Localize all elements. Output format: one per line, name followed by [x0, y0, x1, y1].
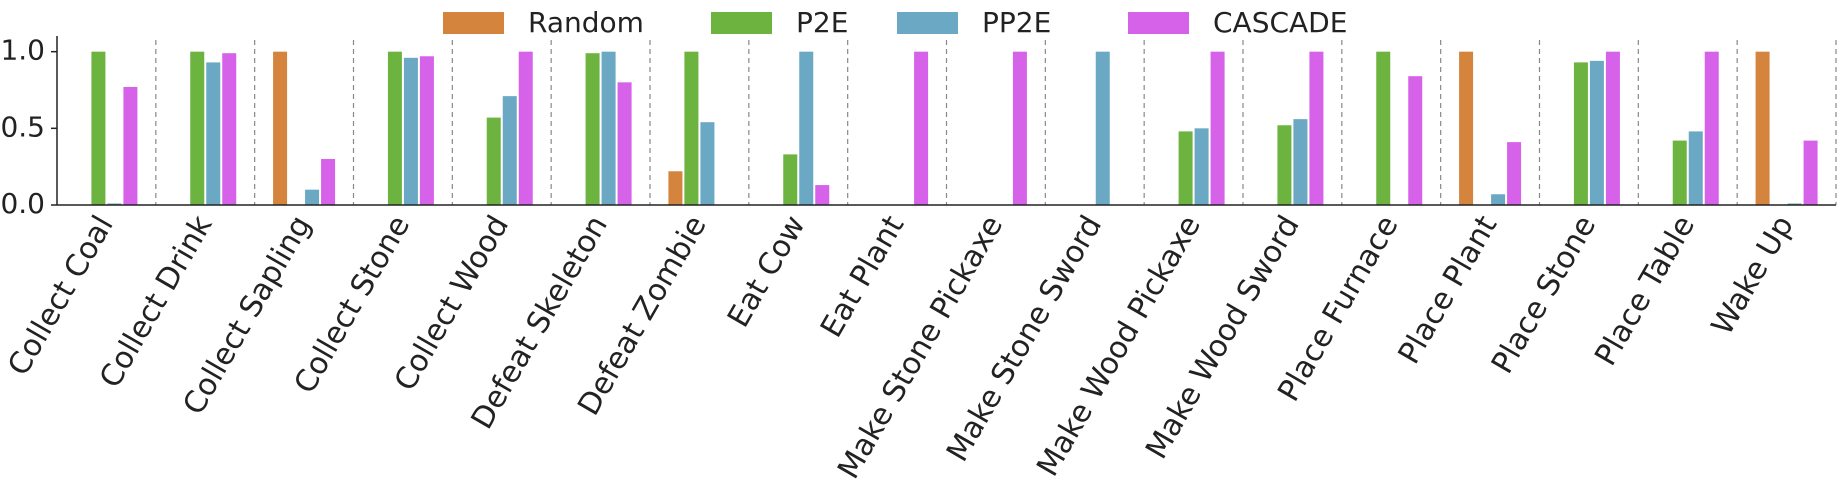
bar — [305, 189, 320, 205]
legend-swatch — [1128, 12, 1189, 34]
bar — [1194, 128, 1209, 205]
x-tick-label: Eat Plant — [814, 210, 912, 344]
bar — [1491, 194, 1506, 205]
bar — [1672, 140, 1687, 205]
bar — [107, 203, 122, 205]
bar — [617, 82, 632, 205]
bar — [206, 62, 221, 206]
legend-label: P2E — [796, 6, 848, 39]
bar — [273, 51, 288, 205]
bar — [1787, 203, 1802, 205]
y-tick-label: 1.0 — [0, 34, 45, 67]
y-tick-label: 0.0 — [0, 187, 45, 220]
bar — [783, 154, 798, 205]
x-tick-label: Place Stone — [1485, 210, 1603, 380]
bar — [1408, 76, 1423, 205]
bar — [403, 57, 418, 205]
x-tick-label: Place Plant — [1392, 210, 1505, 370]
bar — [668, 171, 683, 205]
bar — [1210, 51, 1225, 205]
bar — [222, 53, 237, 206]
bar — [1293, 119, 1308, 205]
legend-label: Random — [528, 6, 644, 39]
bar — [1704, 51, 1719, 205]
bar — [1459, 51, 1474, 205]
legend-swatch — [443, 12, 504, 34]
legend-swatch — [897, 12, 958, 34]
bar — [1309, 51, 1324, 205]
legend-label: CASCADE — [1213, 6, 1347, 39]
bar — [815, 185, 830, 205]
bar — [700, 122, 715, 205]
bar — [518, 51, 533, 205]
bar — [585, 53, 600, 206]
bar — [1376, 51, 1391, 205]
bar — [1803, 140, 1818, 205]
x-tick-label: Collect Coal — [1, 210, 120, 382]
bar — [190, 51, 205, 205]
bar — [123, 86, 138, 205]
bar — [1012, 51, 1027, 205]
x-tick-label: Eat Cow — [721, 210, 813, 334]
bar — [91, 51, 106, 205]
bar — [387, 51, 402, 205]
bar — [419, 56, 434, 206]
bar — [1573, 62, 1588, 206]
bar — [1277, 125, 1292, 205]
x-tick-label: Place Table — [1588, 210, 1702, 372]
bar — [601, 51, 616, 205]
bar — [1507, 142, 1522, 205]
x-tick-label: Wake Up — [1705, 210, 1801, 341]
bar — [1095, 51, 1110, 205]
y-tick-label: 0.5 — [0, 110, 45, 143]
bar — [1688, 131, 1703, 205]
bar — [321, 159, 336, 205]
bar — [1755, 51, 1770, 205]
bar — [1605, 51, 1620, 205]
bar — [914, 51, 929, 205]
bar — [486, 117, 501, 205]
bar — [1589, 60, 1604, 205]
legend-swatch — [711, 12, 772, 34]
bar — [799, 51, 814, 205]
bar — [502, 96, 517, 205]
bar — [1178, 131, 1193, 205]
bar — [684, 51, 699, 205]
legend-label: PP2E — [982, 6, 1051, 39]
